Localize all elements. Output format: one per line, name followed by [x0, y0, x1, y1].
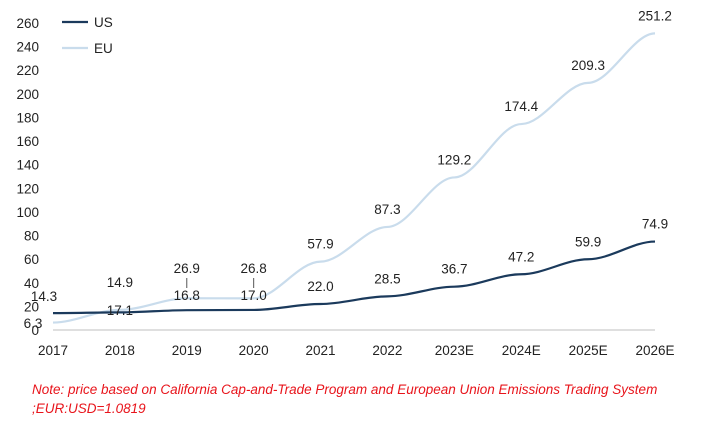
y-tick-label: 20 — [24, 299, 39, 314]
data-label-us: 17.0 — [241, 288, 267, 303]
x-tick-label: 2020 — [239, 343, 269, 358]
y-tick-label: 0 — [31, 323, 39, 338]
y-tick-label: 260 — [16, 16, 39, 31]
data-label-us: 14.3 — [31, 289, 57, 304]
y-tick-label: 240 — [16, 40, 39, 55]
data-label-eu: 57.9 — [307, 237, 333, 252]
x-tick-label: 2023E — [435, 343, 474, 358]
series-line-us — [52, 240, 656, 315]
x-tick-label: 2021 — [306, 343, 336, 358]
data-label-us: 28.5 — [374, 271, 400, 286]
data-label-eu: 251.2 — [638, 8, 672, 23]
y-tick-label: 220 — [16, 63, 39, 78]
data-label-eu: 129.2 — [437, 152, 471, 167]
data-label-us: 74.9 — [642, 217, 668, 232]
y-tick-label: 100 — [16, 205, 39, 220]
legend-label: US — [94, 15, 113, 30]
footnote: Note: price based on California Cap-and-… — [32, 382, 658, 416]
data-label-us: 22.0 — [307, 279, 333, 294]
y-tick-label: 160 — [16, 134, 39, 149]
data-label-us: 16.8 — [174, 288, 200, 303]
data-label-us: 14.9 — [107, 275, 133, 290]
y-tick-label: 80 — [24, 229, 39, 244]
data-label-eu: 6.3 — [24, 316, 43, 331]
legend-label: EU — [94, 41, 113, 56]
y-tick-label: 200 — [16, 87, 39, 102]
x-tick-label: 2025E — [569, 343, 608, 358]
series-line-eu — [52, 32, 656, 324]
y-tick-label: 120 — [16, 181, 39, 196]
data-label-us: 47.2 — [508, 249, 534, 264]
data-label-eu: 209.3 — [571, 58, 605, 73]
x-tick-label: 2017 — [38, 343, 68, 358]
data-label-eu: 26.8 — [241, 261, 267, 276]
y-tick-label: 140 — [16, 158, 39, 173]
y-tick-label: 40 — [24, 276, 39, 291]
x-tick-label: 2022 — [372, 343, 402, 358]
data-label-us: 59.9 — [575, 234, 601, 249]
x-tick-label: 2019 — [172, 343, 202, 358]
data-label-eu: 87.3 — [374, 202, 400, 217]
line-chart: 0 20 40 60 80 100 120 140 160 180 200 220 240 260 2017… — [16, 8, 674, 358]
x-tick-label: 2018 — [105, 343, 135, 358]
data-label-eu: 26.9 — [174, 261, 200, 276]
y-tick-label: 60 — [24, 252, 39, 267]
y-tick-label: 180 — [16, 110, 39, 125]
x-tick-label: 2026E — [635, 343, 674, 358]
x-tick-label: 2024E — [502, 343, 541, 358]
data-label-us: 36.7 — [441, 262, 467, 277]
data-label-eu: 174.4 — [504, 99, 538, 114]
data-label-eu: 17.1 — [107, 303, 133, 318]
